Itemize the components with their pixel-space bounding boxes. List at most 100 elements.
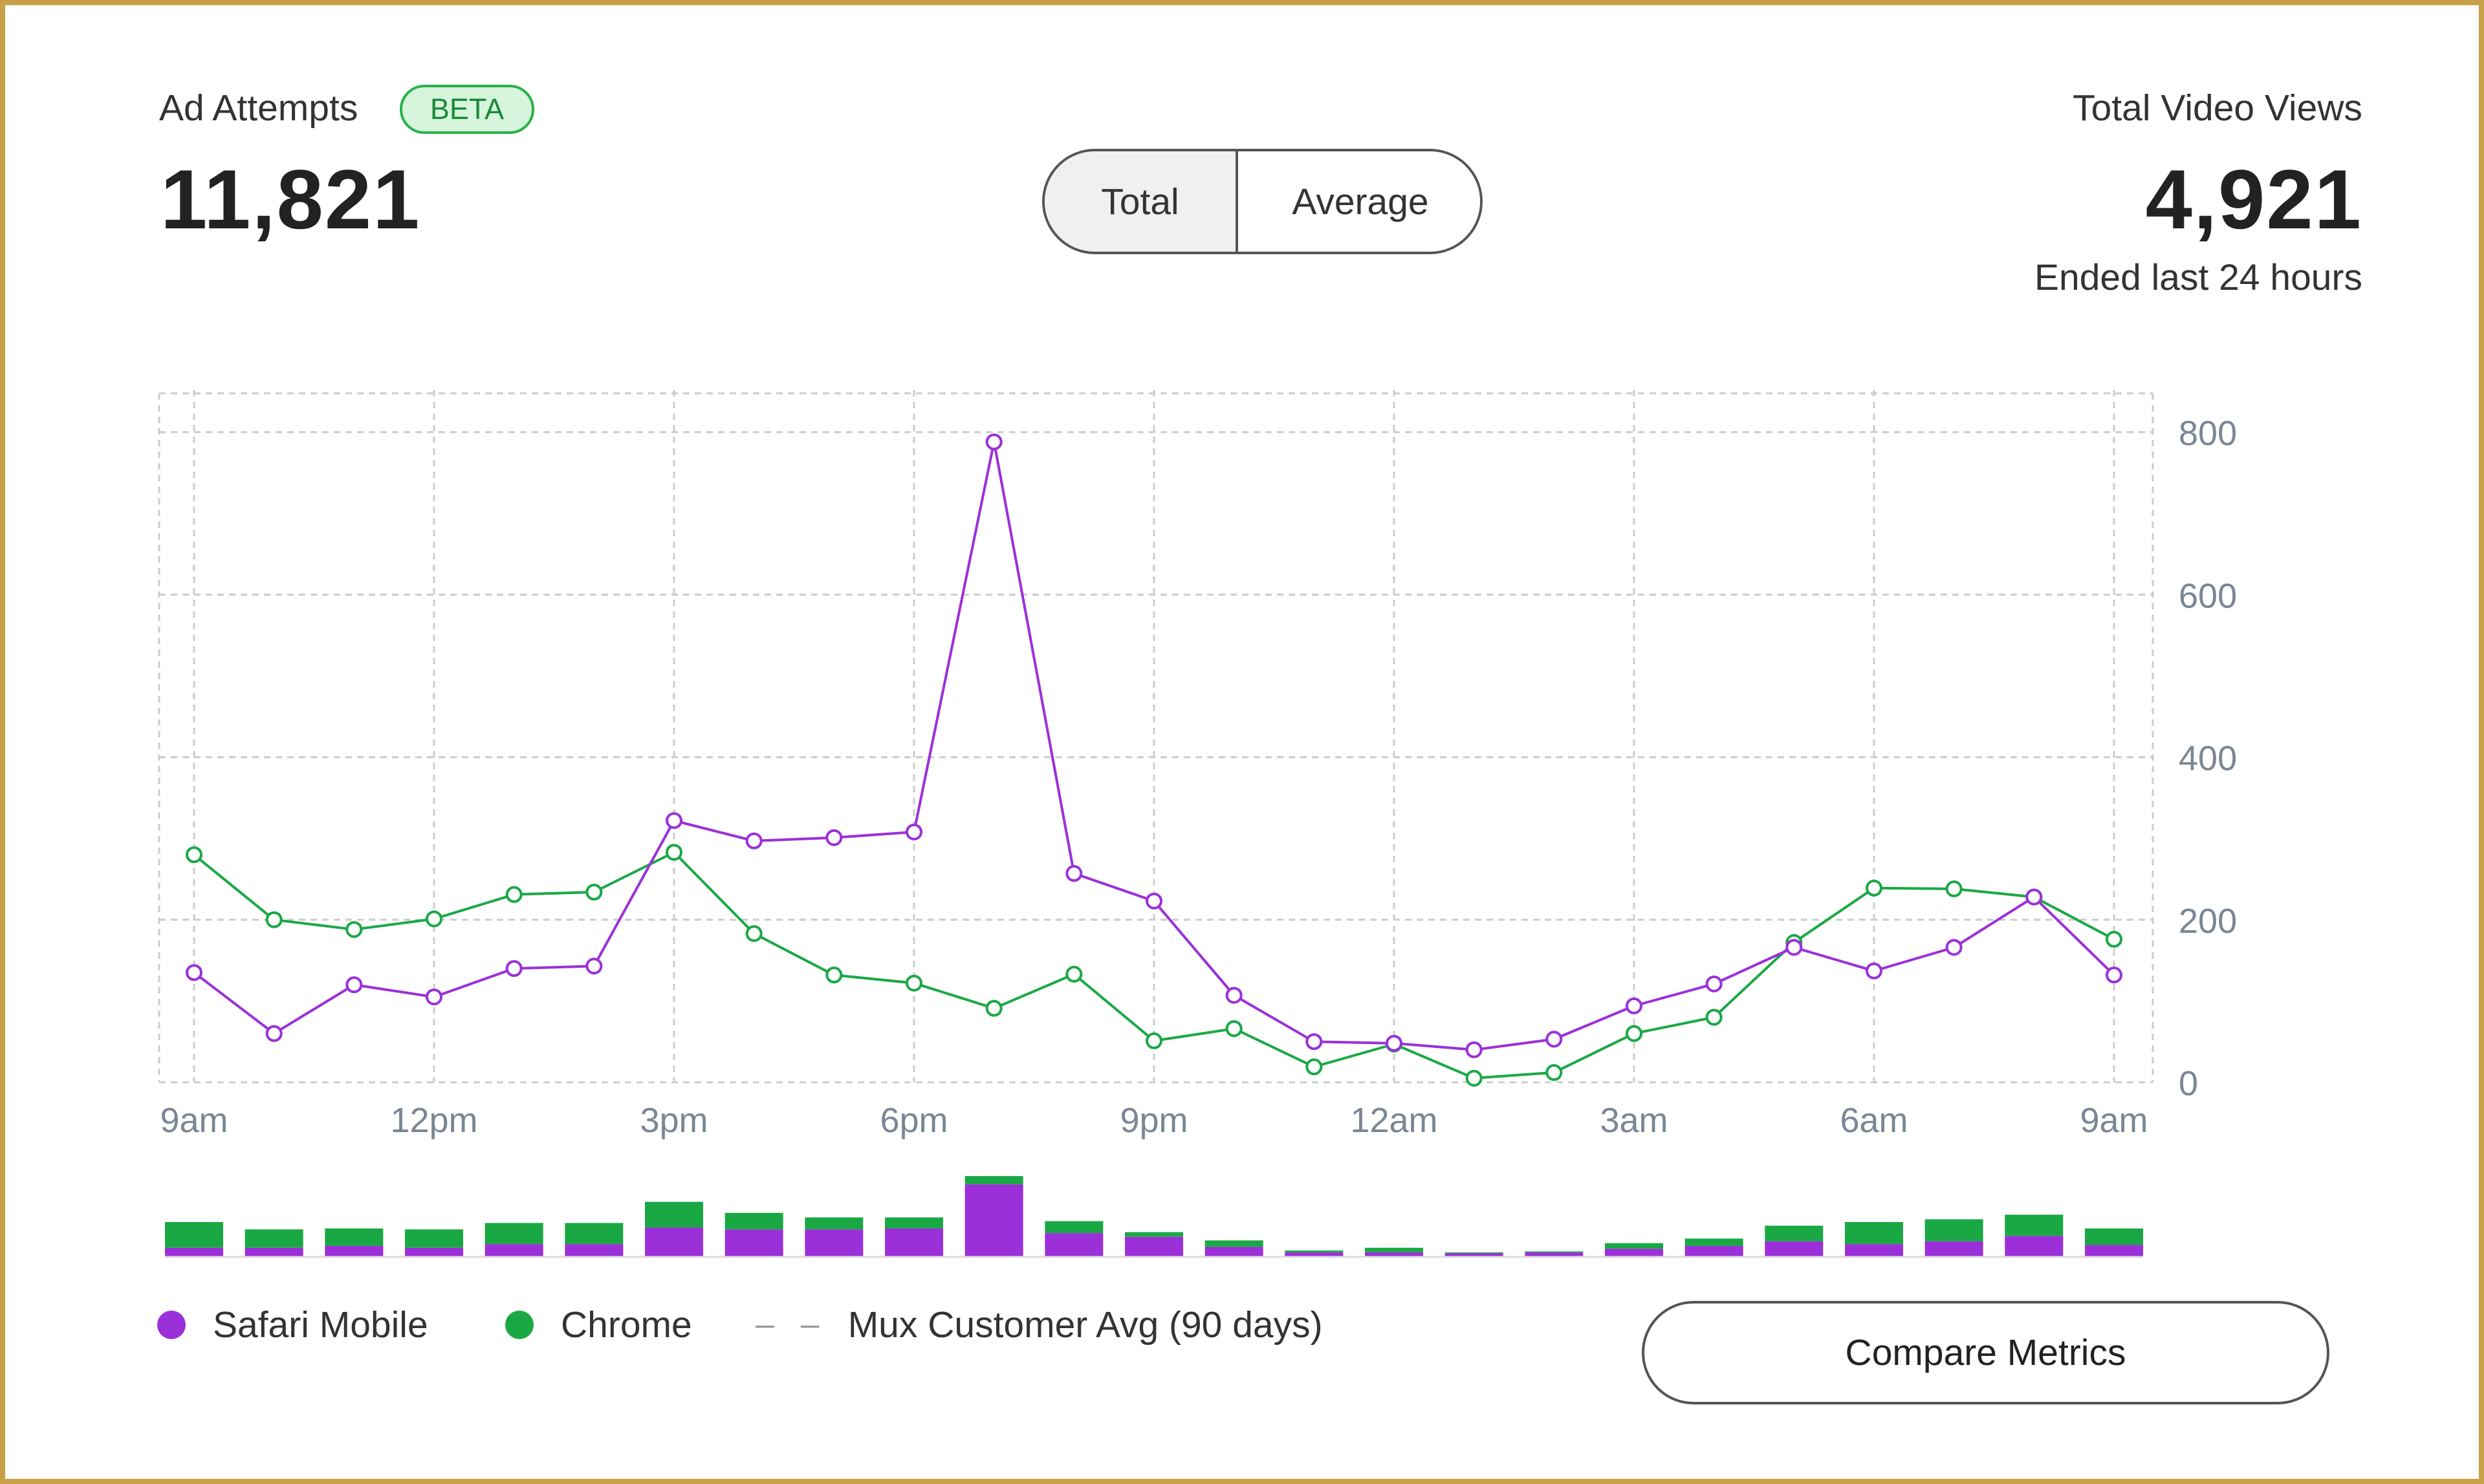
x-tick-label: 9am <box>2080 1101 2148 1140</box>
volume-bar-chrome <box>165 1222 223 1248</box>
data-point-chrome <box>505 886 523 903</box>
volume-bar-safari <box>405 1247 463 1257</box>
data-point-chrome <box>985 999 1003 1017</box>
volume-bar-chrome <box>724 1212 783 1230</box>
data-point-safari-mobile <box>1705 975 1723 992</box>
volume-bar-safari <box>1765 1241 1824 1257</box>
data-point-chrome <box>1945 880 1963 898</box>
data-point-chrome <box>1545 1064 1563 1081</box>
volume-bar-chrome <box>1045 1221 1104 1234</box>
data-point-safari-mobile <box>1545 1031 1563 1048</box>
data-point-chrome <box>1465 1069 1483 1087</box>
volume-bar-safari <box>1684 1245 1743 1257</box>
data-point-safari-mobile <box>1146 892 1162 910</box>
data-point-safari-mobile <box>745 832 763 849</box>
data-point-chrome <box>186 846 202 864</box>
data-point-safari-mobile <box>1465 1041 1483 1058</box>
data-point-safari-mobile <box>585 957 603 975</box>
data-point-safari-mobile <box>1945 939 1963 956</box>
volume-bar-chrome <box>1525 1251 1584 1252</box>
data-point-chrome <box>345 921 363 938</box>
volume-bar-safari <box>885 1228 943 1257</box>
data-point-safari-mobile <box>265 1025 283 1042</box>
volume-bar-safari <box>245 1247 303 1257</box>
volume-bar-chrome <box>2085 1228 2143 1245</box>
total-average-toggle: Total Average <box>1042 149 1483 254</box>
x-tick-label: 6am <box>1840 1101 1908 1140</box>
data-point-chrome <box>666 844 682 861</box>
data-point-chrome <box>1705 1009 1723 1026</box>
y-tick-label: 600 <box>2179 576 2237 615</box>
total-video-views-value: 4,921 <box>2145 152 2362 246</box>
data-point-safari-mobile <box>2106 966 2122 984</box>
legend-label-mux: Mux Customer Avg (90 days) <box>847 1304 1323 1346</box>
data-point-chrome <box>1065 965 1083 983</box>
volume-bar-safari <box>165 1247 223 1257</box>
volume-bar-chrome <box>1125 1232 1183 1237</box>
data-point-safari-mobile <box>186 964 202 981</box>
data-point-safari-mobile <box>906 824 922 841</box>
data-point-chrome <box>1146 1032 1162 1049</box>
volume-bar-chrome <box>565 1223 624 1245</box>
volume-bar-safari <box>2005 1236 2064 1257</box>
views-period-subtitle: Ended last 24 hours <box>2034 257 2362 298</box>
legend-safari-mobile: Safari Mobile <box>157 1302 428 1348</box>
volume-bars <box>165 1176 2143 1258</box>
data-point-safari-mobile <box>345 976 363 994</box>
safari-legend-dot-icon <box>157 1311 186 1339</box>
volume-bar-chrome <box>885 1217 943 1228</box>
y-tick-label: 400 <box>2179 739 2237 778</box>
volume-bar-safari <box>645 1227 703 1257</box>
toggle-total-button[interactable]: Total <box>1045 151 1238 252</box>
volume-bar-safari <box>1845 1244 1903 1257</box>
legend-label-safari: Safari Mobile <box>213 1304 428 1346</box>
compare-metrics-button[interactable]: Compare Metrics <box>1642 1301 2329 1404</box>
data-point-safari-mobile <box>666 812 682 829</box>
x-tick-label: 9pm <box>1120 1101 1188 1140</box>
data-point-safari-mobile <box>825 829 843 846</box>
x-tick-label: 3am <box>1600 1101 1668 1140</box>
x-tick-label: 6pm <box>880 1101 948 1140</box>
chart-series <box>186 433 2122 1087</box>
data-point-safari-mobile <box>1065 865 1083 882</box>
data-point-safari-mobile <box>1386 1034 1402 1052</box>
y-tick-label: 800 <box>2179 414 2237 453</box>
data-point-safari-mobile <box>1225 987 1243 1004</box>
data-point-chrome <box>1626 1025 1642 1042</box>
x-tick-label: 12pm <box>390 1101 477 1140</box>
volume-bar-chrome <box>1845 1222 1903 1245</box>
volume-bar-safari <box>2085 1245 2143 1257</box>
data-point-chrome <box>585 884 603 901</box>
data-point-safari-mobile <box>426 988 442 1006</box>
volume-bar-chrome <box>325 1228 384 1246</box>
data-point-chrome <box>1225 1020 1243 1038</box>
data-point-safari-mobile <box>1626 997 1642 1014</box>
beta-badge: BETA <box>400 85 534 134</box>
volume-bar-safari <box>485 1244 543 1257</box>
data-point-chrome <box>265 911 283 928</box>
data-point-safari-mobile <box>1866 962 1882 979</box>
volume-bar-chrome <box>805 1217 864 1230</box>
data-point-chrome <box>825 966 843 984</box>
legend-label-chrome: Chrome <box>561 1304 692 1346</box>
toggle-average-button[interactable]: Average <box>1238 151 1480 252</box>
chart-grid <box>158 390 2154 1084</box>
legend-mux-average: – – Mux Customer Avg (90 days) <box>756 1302 1323 1348</box>
volume-bar-chrome <box>645 1201 703 1228</box>
data-point-safari-mobile <box>1305 1033 1323 1051</box>
volume-bar-safari <box>1605 1249 1663 1257</box>
y-tick-label: 0 <box>2179 1064 2198 1103</box>
data-point-safari-mobile <box>985 433 1003 451</box>
total-video-views-label: Total Video Views <box>2073 87 2362 129</box>
volume-bar-safari <box>1204 1247 1263 1257</box>
chart-axes: 0 200 400 600 800 9am 12pm 3pm 6pm 9pm 12am 3am 6am 9… <box>160 414 2237 1140</box>
volume-bar-chrome <box>405 1229 463 1248</box>
volume-bar-chrome <box>1204 1240 1263 1247</box>
volume-bar-chrome <box>1684 1238 1743 1246</box>
data-point-safari-mobile <box>505 960 523 977</box>
volume-bar-chrome <box>1365 1247 1423 1252</box>
data-point-chrome <box>426 910 442 928</box>
volume-bar-safari <box>1525 1252 1584 1257</box>
chrome-legend-dot-icon <box>505 1311 534 1339</box>
